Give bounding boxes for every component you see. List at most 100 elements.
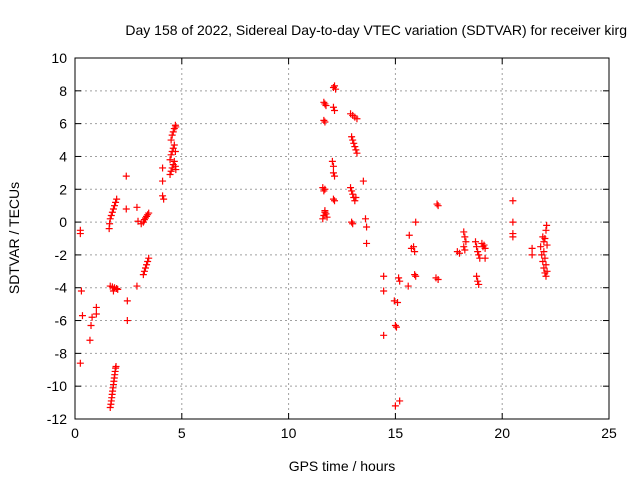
data-point bbox=[92, 303, 100, 311]
data-point bbox=[473, 272, 481, 280]
data-point bbox=[353, 149, 361, 157]
data-point bbox=[172, 166, 180, 174]
data-point bbox=[329, 103, 337, 111]
data-point bbox=[509, 197, 517, 205]
data-point bbox=[509, 218, 517, 226]
data-point bbox=[542, 261, 550, 269]
data-point bbox=[528, 244, 536, 252]
data-point bbox=[88, 313, 96, 321]
data-point bbox=[411, 248, 419, 256]
data-point bbox=[434, 276, 442, 284]
y-tick-label: -6 bbox=[55, 313, 68, 329]
data-point bbox=[480, 241, 488, 249]
data-point bbox=[321, 100, 329, 108]
y-tick-label: -4 bbox=[55, 280, 68, 296]
data-point bbox=[542, 226, 550, 234]
data-point bbox=[433, 200, 441, 208]
data-point bbox=[411, 271, 419, 279]
data-point bbox=[106, 404, 114, 412]
data-point bbox=[434, 202, 442, 210]
data-point bbox=[321, 207, 329, 215]
data-point bbox=[455, 249, 463, 257]
y-tick-label: 8 bbox=[59, 83, 67, 99]
data-point bbox=[109, 287, 117, 295]
data-point bbox=[109, 205, 117, 213]
data-point bbox=[331, 82, 339, 90]
data-point bbox=[331, 197, 339, 205]
data-point bbox=[396, 277, 404, 285]
data-point bbox=[391, 402, 399, 410]
data-point bbox=[347, 184, 355, 192]
grid-lines bbox=[75, 58, 609, 419]
data-point bbox=[472, 238, 479, 246]
y-tick-label: -12 bbox=[47, 411, 67, 427]
data-point bbox=[170, 125, 178, 133]
x-tick-label: 15 bbox=[388, 425, 404, 441]
plot-frame bbox=[74, 57, 610, 420]
data-point bbox=[349, 220, 357, 228]
data-point bbox=[474, 248, 482, 256]
data-point bbox=[353, 115, 361, 123]
data-point bbox=[392, 323, 400, 331]
data-point bbox=[139, 271, 147, 279]
data-point bbox=[319, 215, 327, 223]
y-tick-label: -2 bbox=[55, 247, 68, 263]
y-axis-label: SDTVAR / TECUs bbox=[6, 182, 22, 294]
data-point bbox=[332, 85, 340, 93]
data-point bbox=[412, 218, 420, 226]
data-point bbox=[133, 203, 141, 211]
data-point bbox=[122, 205, 130, 213]
data-point bbox=[321, 118, 329, 126]
data-point bbox=[320, 116, 328, 124]
data-point bbox=[410, 243, 418, 251]
data-point bbox=[473, 243, 481, 251]
data-point bbox=[537, 243, 545, 251]
data-point bbox=[481, 254, 489, 262]
data-point bbox=[348, 218, 356, 226]
data-point bbox=[123, 317, 131, 325]
data-point bbox=[380, 287, 388, 295]
data-point bbox=[461, 246, 469, 254]
data-point bbox=[328, 157, 336, 165]
data-point bbox=[108, 208, 116, 216]
data-point bbox=[349, 136, 357, 144]
data-point bbox=[349, 190, 357, 198]
data-point bbox=[543, 241, 551, 249]
data-point bbox=[350, 139, 358, 147]
data-point bbox=[380, 331, 388, 339]
data-point bbox=[460, 228, 468, 236]
data-points bbox=[76, 82, 551, 412]
data-point bbox=[322, 102, 330, 110]
data-point bbox=[144, 211, 152, 219]
data-point bbox=[114, 285, 122, 293]
data-point bbox=[170, 157, 178, 165]
x-tick-label: 5 bbox=[178, 425, 186, 441]
data-point bbox=[351, 197, 359, 205]
y-tick-label: 4 bbox=[59, 148, 67, 164]
data-point bbox=[106, 220, 114, 228]
data-point bbox=[123, 297, 131, 305]
data-point bbox=[329, 162, 337, 170]
data-point bbox=[361, 215, 369, 223]
chart-title: Day 158 of 2022, Sidereal Day-to-day VTE… bbox=[125, 22, 627, 38]
data-point bbox=[391, 321, 399, 329]
data-point bbox=[166, 156, 174, 164]
data-point bbox=[159, 164, 167, 172]
data-point bbox=[543, 221, 551, 229]
y-tick-label: -8 bbox=[55, 345, 68, 361]
y-tick-label: -10 bbox=[47, 378, 67, 394]
data-point bbox=[145, 209, 153, 217]
data-point bbox=[352, 193, 360, 201]
data-point bbox=[541, 235, 549, 242]
data-point bbox=[87, 321, 95, 329]
data-point bbox=[462, 238, 470, 246]
data-point bbox=[112, 198, 120, 206]
data-point bbox=[145, 254, 153, 262]
y-tick-label: 10 bbox=[51, 50, 67, 66]
data-point bbox=[390, 297, 398, 305]
data-point bbox=[78, 312, 86, 320]
data-point bbox=[475, 251, 483, 259]
data-point bbox=[133, 282, 141, 290]
data-point bbox=[321, 185, 329, 193]
